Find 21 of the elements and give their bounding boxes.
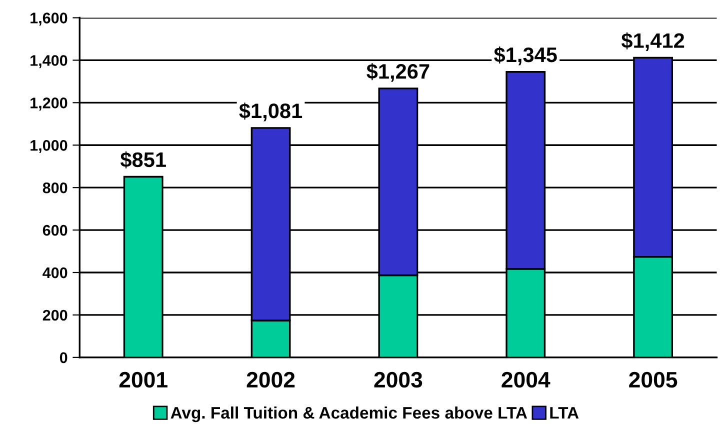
x-tick-label: 2003 [374, 372, 422, 388]
total-label: $1,412 [621, 32, 684, 52]
total-label: $1,081 [239, 102, 302, 122]
y-tick-label: 0 [60, 352, 68, 364]
y-tick-label: 1,600 [30, 12, 68, 26]
y-tick-label: 1,400 [30, 55, 68, 68]
y-tick-label: 1,200 [30, 98, 68, 111]
total-label: $1,267 [366, 63, 430, 82]
x-tick-label: 2002 [246, 372, 295, 388]
total-label: $851 [120, 151, 166, 168]
total-label: $1,345 [494, 46, 557, 66]
legend-label: Avg. Fall Tuition & Academic Fees above LTA [170, 406, 528, 422]
legend-label: LTA [550, 407, 579, 419]
x-tick-label: 2005 [629, 372, 678, 388]
y-tick-label: 600 [42, 224, 68, 236]
y-tick-label: 200 [42, 310, 68, 321]
x-tick-label: 2004 [502, 372, 550, 388]
y-tick-label: 400 [42, 267, 68, 278]
x-tick-label: 2001 [119, 372, 168, 388]
y-tick-label: 1,000 [30, 140, 68, 154]
y-tick-label: 800 [42, 182, 68, 194]
